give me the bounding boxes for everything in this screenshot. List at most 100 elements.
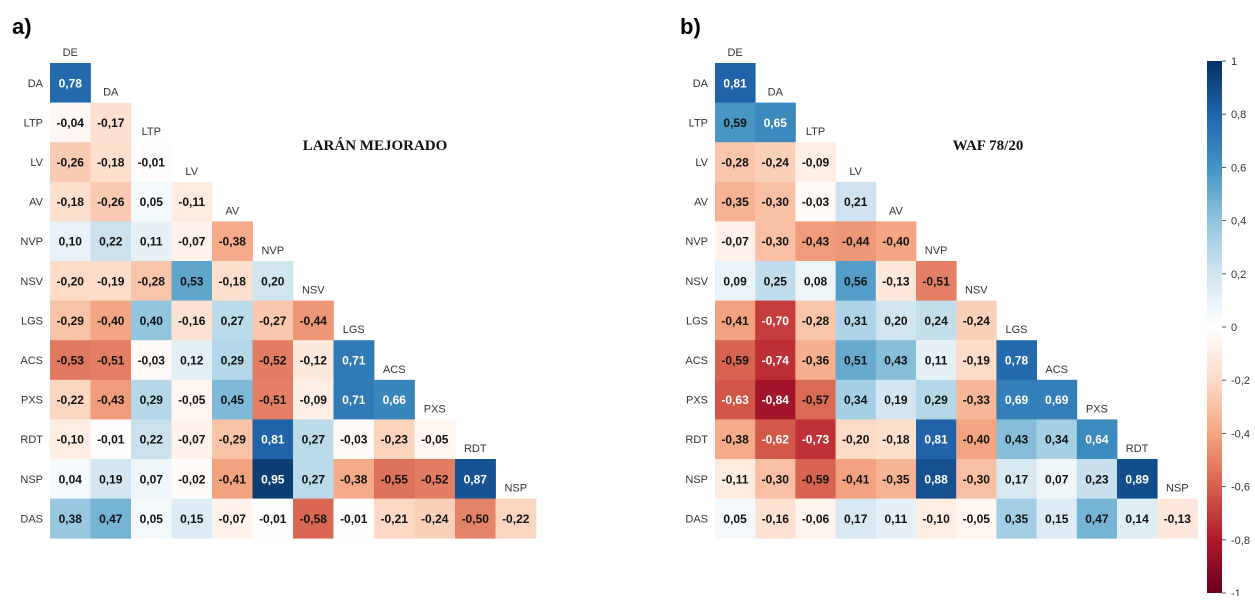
panel-b-cells: DA DE 0,81 LTP DA 0,59 0,65 LV LTP -0,28 -0,24 -0,0…	[685, 47, 1198, 539]
panel-a-cell-value: -0,27	[259, 314, 287, 328]
panel-b-column-label: NVP	[925, 245, 948, 257]
panel-b-cell	[835, 340, 877, 381]
panel-b: b) WAF 78/20 DA DE 0,81 LTP DA 0,59 0,65 LV LTP -…	[680, 14, 1198, 539]
panel-a-cell	[252, 498, 294, 539]
panel-a-cell	[374, 419, 415, 460]
panel-a-column-label: DE	[63, 47, 78, 59]
colorbar-ticks: -1 -0,8 -0,6 -0,4 -0,2 0 0,2 0,4 0,6 0,8 1	[1222, 56, 1250, 600]
panel-a-cell	[90, 300, 132, 341]
panel-b-cell-value: 0,81	[924, 433, 948, 447]
panel-a-cell	[333, 419, 375, 460]
panel-a-cell-value: 0,87	[464, 472, 488, 486]
panel-b-column-label: LGS	[1005, 324, 1027, 336]
panel-b-cell	[875, 459, 917, 499]
panel-b-cell-value: -0,41	[721, 314, 749, 328]
panel-a-cell-value: -0,03	[340, 433, 368, 447]
panel-a-cell	[212, 379, 253, 420]
panel-b-cell-value: -0,40	[882, 235, 910, 249]
panel-a-cell	[90, 261, 132, 301]
colorbar-tick-label: 0,2	[1231, 269, 1246, 281]
panel-a-cell	[374, 459, 415, 499]
panel-b-cell-value: -0,70	[762, 314, 790, 328]
panel-a-cell	[131, 221, 172, 262]
panel-b-row-label: PXS	[686, 395, 708, 407]
colorbar-tick-label: -0,8	[1231, 535, 1250, 547]
panel-a-cell	[252, 300, 294, 341]
panel-a-cell	[374, 498, 415, 539]
panel-b-cell	[715, 379, 756, 420]
panel-b-cell-value: 0,20	[884, 314, 908, 328]
panel-b-cell-value: 0,25	[764, 274, 788, 288]
panel-a-cell	[171, 300, 213, 341]
panel-a-cell	[90, 419, 132, 460]
panel-a-cell-value: -0,43	[97, 393, 125, 407]
panel-a-cell-value: 0,71	[342, 354, 366, 368]
panel-b-cell-value: -0,05	[963, 512, 991, 526]
panel-a-cell-value: 0,05	[140, 512, 164, 526]
panel-b-cell-value: -0,84	[762, 393, 790, 407]
panel-a-cell-value: 0,04	[59, 472, 83, 486]
panel-b-row-label: NSP	[685, 474, 708, 486]
panel-b-row-label: RDT	[685, 434, 708, 446]
panel-a-cell	[50, 379, 91, 420]
panel-a-cell-value: 0,27	[302, 472, 326, 486]
panel-b-cell	[755, 340, 796, 381]
panel-a-cell	[171, 419, 213, 460]
panel-a-cell-value: 0,05	[140, 195, 164, 209]
panel-b-cell	[755, 181, 796, 222]
colorbar-tick-label: -0,6	[1231, 482, 1250, 494]
panel-a-cell	[90, 498, 132, 539]
panel-b-cell	[956, 498, 997, 539]
panel-a-cell	[333, 340, 375, 381]
panel-a-cell-value: 0,20	[261, 274, 285, 288]
panel-b-cell	[1117, 498, 1158, 539]
panel-b-cell-value: -0,57	[802, 393, 830, 407]
panel-a-cell-value: -0,24	[421, 512, 449, 526]
panel-b-cell	[956, 379, 997, 420]
panel-b-cell-value: 0,64	[1085, 433, 1109, 447]
panel-b-cell	[795, 379, 836, 420]
panel-a-column-label: LGS	[343, 324, 365, 336]
panel-a-cell-value: 0,45	[221, 393, 245, 407]
panel-a-cell-value: 0,27	[221, 314, 245, 328]
panel-b-cell	[835, 459, 877, 499]
panel-a-cell	[455, 459, 496, 499]
panel-b-cell-value: 0,08	[804, 274, 828, 288]
panel-a-cell	[90, 181, 132, 222]
panel-b-cell-value: 0,11	[925, 354, 948, 368]
panel-a-cell	[50, 102, 91, 143]
panel-a-row-label: LGS	[21, 315, 43, 327]
panel-b-cell	[1117, 459, 1158, 499]
panel-a-cell	[50, 300, 91, 341]
panel-a-cell	[131, 379, 172, 420]
panel-a-column-label: NVP	[261, 245, 284, 257]
panel-a-cell-value: -0,16	[178, 314, 206, 328]
panel-b-cell-value: -0,13	[1164, 512, 1192, 526]
panel-b-cell	[996, 340, 1037, 381]
panel-a-row-label: AV	[29, 197, 44, 209]
panel-b-cell-value: -0,24	[963, 314, 991, 328]
panel-a-cell-value: -0,01	[340, 512, 368, 526]
panel-a-cell	[171, 340, 213, 381]
panel-a-cell-value: -0,53	[57, 354, 85, 368]
panel-a-title: LARÁN MEJORADO	[303, 137, 448, 154]
panel-a-cells: DA DE 0,78 LTP DA -0,04 -0,17 LV LTP -0,26 -0,18 -0…	[20, 47, 537, 539]
panel-a-cell	[131, 261, 172, 301]
panel-a-cell	[171, 379, 213, 420]
panel-a-cell	[50, 142, 91, 183]
panel-b-cell-value: 0,69	[1045, 393, 1069, 407]
panel-a-column-label: RDT	[464, 443, 487, 455]
panel-b-column-label: DA	[768, 87, 784, 99]
panel-b-cell-value: -0,38	[721, 433, 749, 447]
panel-b-column-label: LV	[849, 166, 862, 178]
panel-b-row-label: AV	[694, 197, 709, 209]
colorbar-tick-label: -0,4	[1231, 428, 1250, 440]
panel-a-cell	[131, 498, 172, 539]
panel-b-cell	[835, 300, 877, 341]
panel-b-cell-value: 0,35	[1005, 512, 1029, 526]
panel-b-cell-value: -0,09	[802, 156, 830, 170]
panel-b-cell	[875, 300, 917, 341]
panel-b-cell	[1036, 498, 1078, 539]
panel-b-cell-value: 0,19	[884, 393, 908, 407]
panel-a-row-label: DA	[28, 78, 44, 90]
